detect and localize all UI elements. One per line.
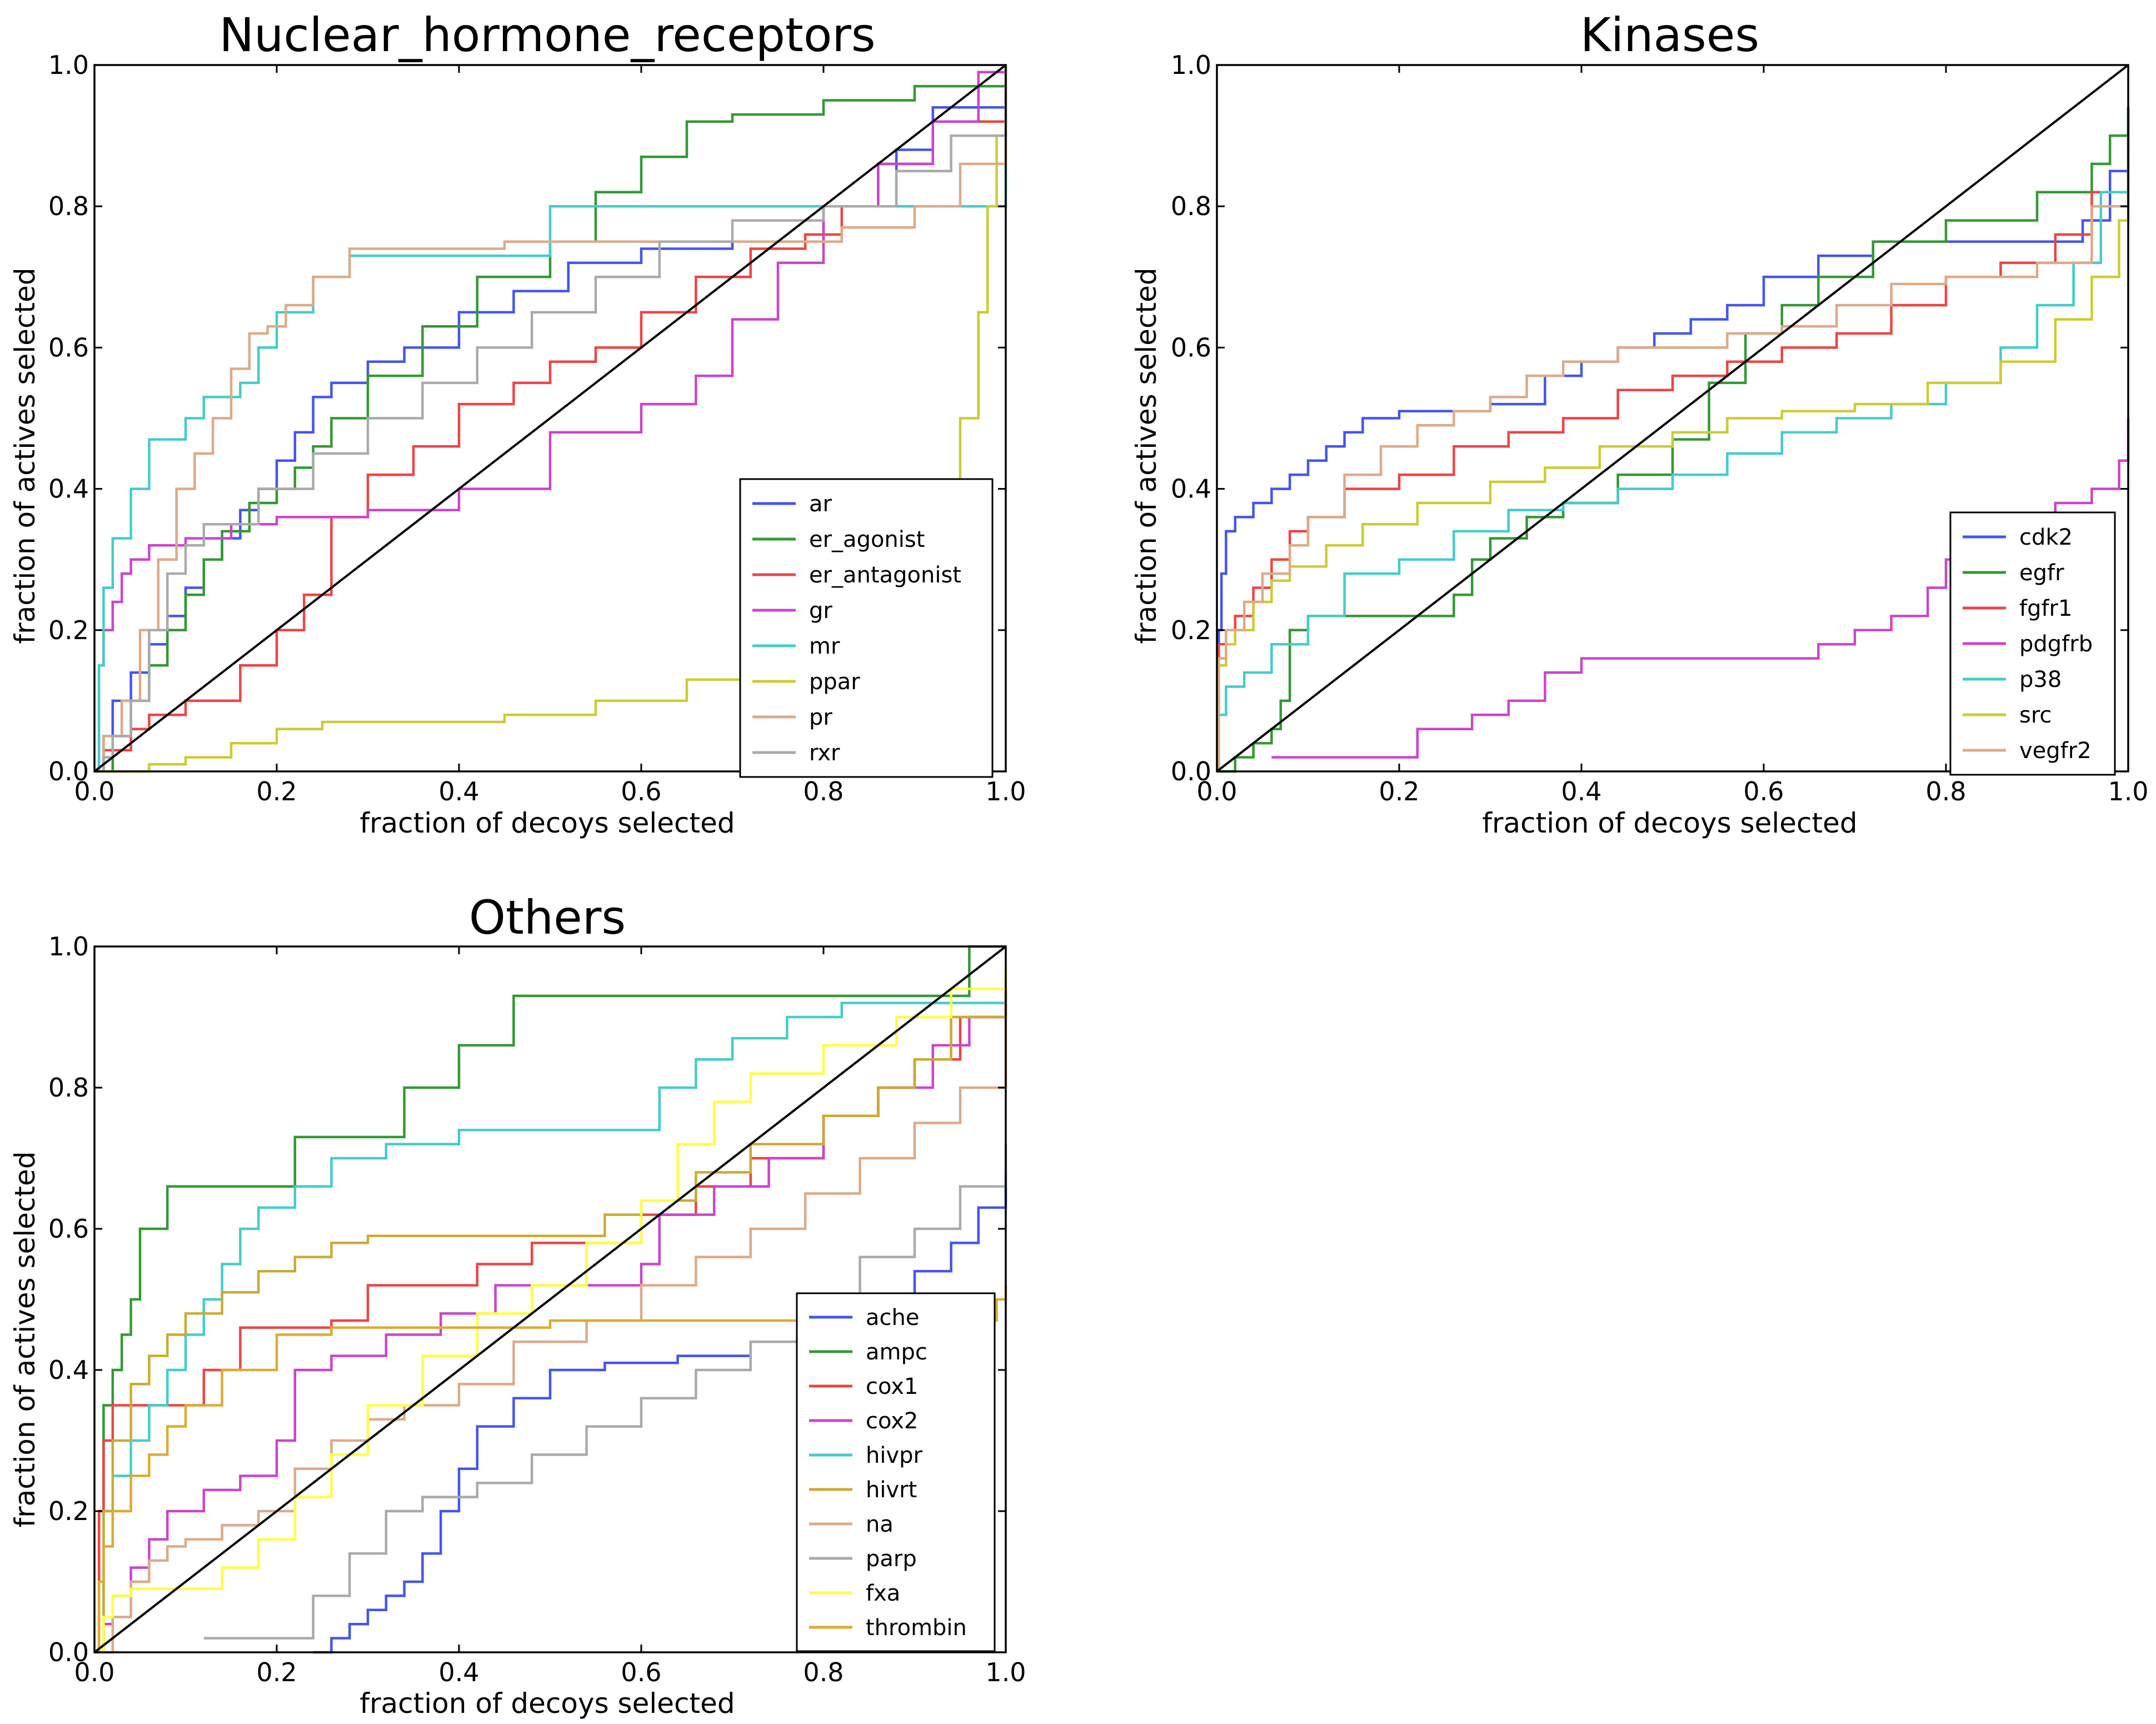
series-line-er-antagonist [94, 65, 1007, 773]
y-tick-label: 1.0 [1171, 50, 1211, 80]
y-tick-label: 0.8 [1171, 191, 1211, 221]
plot-frame [93, 64, 1007, 773]
y-tick-label: 0.2 [48, 615, 89, 645]
legend-label: hivpr [866, 1443, 923, 1468]
x-tick-label: 0.0 [74, 1657, 114, 1687]
x-axis-label: fraction of decoys selected [1482, 807, 1857, 839]
y-tick-label: 0.0 [48, 1637, 89, 1667]
y-tick-label: 0.2 [1171, 615, 1211, 645]
series-line-ache [313, 1172, 1007, 1654]
x-tick-label: 0.4 [1561, 776, 1601, 806]
chart-title: Kinases [1580, 8, 1759, 62]
legend-label: p38 [2019, 667, 2062, 692]
legend-label: ampc [866, 1339, 927, 1365]
x-tick-label: 0.6 [1743, 776, 1784, 806]
series-line-parp [203, 1144, 1007, 1640]
legend-label: fxa [866, 1581, 900, 1606]
y-tick-label: 0.4 [48, 1355, 89, 1385]
y-axis-label: fraction of actives selected [9, 1151, 41, 1527]
legend: cdk2 egfr fgfr1 pdgfrb p38 src vegfr2 [1949, 511, 2116, 776]
y-tick-label: 1.0 [48, 50, 89, 80]
legend-label: vegfr2 [2019, 738, 2092, 764]
legend-box [739, 478, 994, 778]
plot-frame [93, 945, 1007, 1653]
series-line-pdgfrb [1271, 418, 2130, 759]
x-tick-label: 1.0 [985, 1657, 1026, 1687]
legend-label: hivrt [866, 1477, 917, 1503]
y-tick-label: 0.8 [48, 1073, 89, 1103]
y-tick-label: 0.2 [48, 1496, 89, 1526]
panel-others: Others fraction of decoys selected fract… [9, 890, 1026, 1720]
diagonal-reference-line [1216, 64, 2129, 773]
legend-label: rxr [809, 740, 840, 766]
legend-label: ache [866, 1305, 919, 1331]
legend-label: ppar [809, 669, 860, 695]
y-tick-label: 0.8 [48, 191, 89, 221]
x-axis-label: fraction of decoys selected [360, 1687, 735, 1720]
legend-label: mr [809, 634, 840, 659]
series-line-hivrt [94, 981, 1007, 1654]
series-line-ar [94, 93, 1007, 773]
legend-label: ar [809, 491, 832, 517]
legend-label: src [2019, 702, 2052, 728]
legend-label: cox1 [866, 1374, 918, 1399]
y-tick-label: 0.4 [48, 474, 89, 504]
x-tick-label: 0.6 [621, 1657, 661, 1687]
panel-kinases: Kinases fraction of decoys selected frac… [1130, 8, 2149, 839]
x-tick-label: 1.0 [2108, 776, 2148, 806]
x-tick-label: 0.8 [1925, 776, 1966, 806]
x-tick-label: 0.6 [621, 776, 661, 806]
legend-label: pdgfrb [2019, 631, 2093, 657]
y-tick-label: 0.4 [1171, 474, 1211, 504]
y-tick-label: 0.0 [1171, 756, 1211, 786]
series-line-mr [94, 65, 1007, 773]
x-tick-label: 0.8 [803, 776, 844, 806]
legend: ache ampc cox1 cox2 hivpr hivrt na parp fxa throm… [796, 1292, 996, 1652]
x-tick-label: 0.8 [803, 1657, 844, 1687]
series-line-src [1217, 171, 2130, 773]
legend-label: na [866, 1512, 894, 1537]
x-tick-label: 0.2 [1379, 776, 1419, 806]
y-axis-label: fraction of actives selected [1130, 267, 1162, 644]
series-line-hivpr [94, 989, 1007, 1654]
x-axis-label: fraction of decoys selected [360, 807, 735, 839]
series-line-p38 [1217, 150, 2130, 773]
chart-title: Others [469, 890, 626, 945]
diagonal-reference-line [93, 945, 1007, 1653]
series-line-rxr [94, 65, 1007, 773]
legend-label: thrombin [866, 1615, 967, 1641]
y-tick-label: 0.6 [48, 1214, 89, 1244]
x-tick-label: 0.2 [256, 776, 297, 806]
y-axis-label: fraction of actives selected [9, 267, 41, 644]
legend-label: gr [809, 598, 832, 624]
chart-title: Nuclear_hormone_receptors [219, 8, 875, 62]
panel-nuclear-hormone-receptors: Nuclear_hormone_receptors fraction of de… [9, 8, 1026, 839]
legend-label: egfr [2019, 560, 2064, 586]
x-tick-label: 0.4 [438, 776, 479, 806]
y-tick-label: 0.6 [1171, 332, 1211, 362]
x-tick-label: 0.0 [74, 776, 114, 806]
series-line-ppar [94, 65, 1007, 773]
legend-label: er_antagonist [809, 562, 961, 588]
plot-frame [1216, 64, 2129, 773]
x-tick-label: 0.2 [256, 1657, 297, 1687]
legend-label: parp [866, 1546, 917, 1572]
series-line-ampc [94, 945, 1006, 1654]
legend-label: fgfr1 [2019, 596, 2072, 621]
x-tick-label: 0.4 [438, 1657, 479, 1687]
x-tick-label: 1.0 [985, 776, 1026, 806]
legend-label: pr [809, 705, 832, 730]
y-tick-label: 0.0 [48, 756, 89, 786]
diagonal-reference-line [93, 64, 1007, 773]
y-tick-label: 0.6 [48, 332, 89, 362]
series-line-er-agonist [94, 65, 1007, 773]
series-line-vegfr2 [1217, 136, 2130, 773]
x-tick-label: 0.0 [1196, 776, 1237, 806]
legend-label: cox2 [866, 1408, 918, 1434]
legend-label: cdk2 [2019, 525, 2073, 550]
y-tick-label: 1.0 [48, 931, 89, 961]
legend-label: er_agonist [809, 527, 925, 552]
